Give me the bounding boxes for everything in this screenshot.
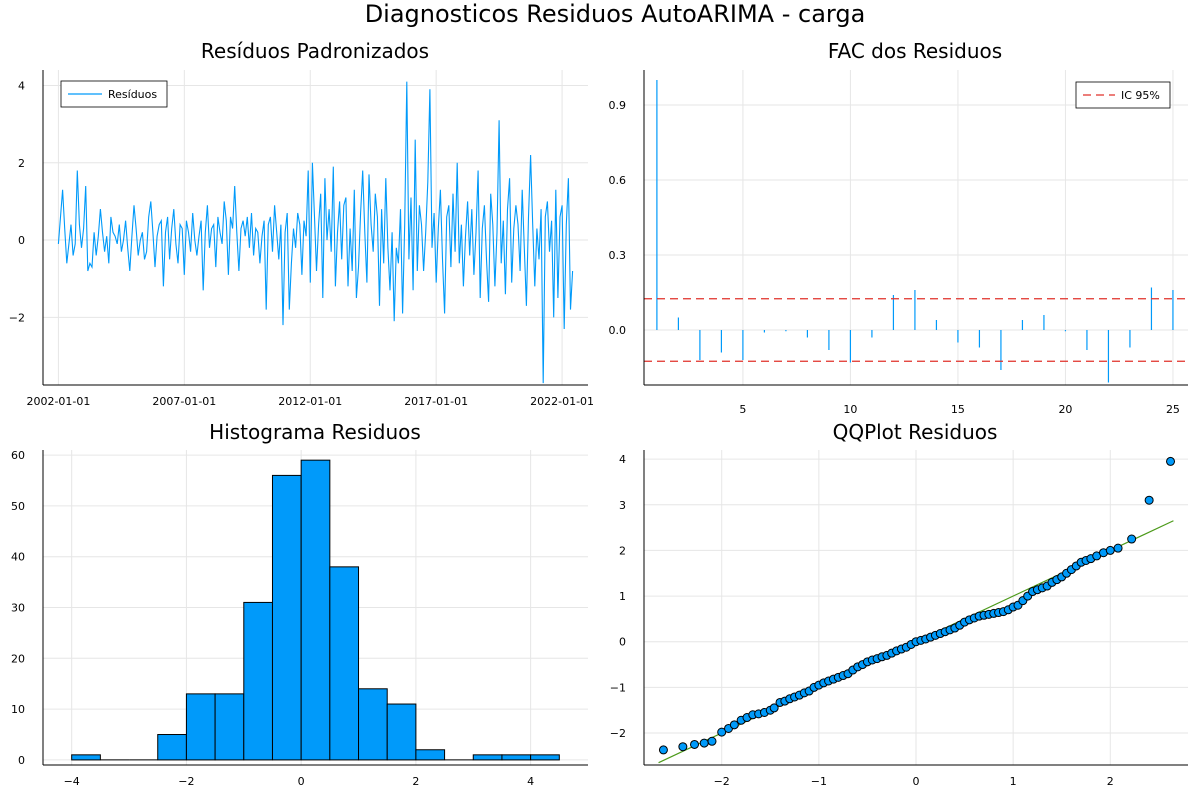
residuals-legend-label: Resíduos xyxy=(108,88,157,101)
acf-legend: IC 95% xyxy=(1075,81,1171,109)
histogram-y-tick-label: 60 xyxy=(11,449,25,462)
histogram-bar xyxy=(530,754,560,761)
histogram-y-tick-label: 40 xyxy=(11,551,25,564)
qqplot-panel: QQPlot Residuos −2 −1 0 1 2 −2 −1 0 1 2 3 4 xyxy=(610,420,1188,788)
qqplot-point xyxy=(1144,495,1154,505)
histogram-bar xyxy=(300,459,331,761)
histogram-bar xyxy=(71,754,101,761)
histogram-x-tick-label: −2 xyxy=(178,775,194,788)
histogram-x-tick-label: 4 xyxy=(527,775,534,788)
acf-x-tick-label: 25 xyxy=(1166,403,1180,416)
qqplot-point xyxy=(678,742,688,752)
acf-x-tick-label: 15 xyxy=(951,403,965,416)
histogram-bar xyxy=(243,601,273,761)
histogram-bar xyxy=(329,566,360,761)
qqplot-point xyxy=(690,739,700,749)
acf-title: FAC dos Residuos xyxy=(828,39,1002,63)
residuals-x-tick-label: 2007-01-01 xyxy=(152,395,216,408)
histogram-title: Histograma Residuos xyxy=(209,420,421,444)
histogram-bar xyxy=(472,754,503,761)
histogram-bar xyxy=(185,693,216,761)
residuals-x-tick-label: 2022-01-01 xyxy=(530,395,594,408)
qqplot-x-tick-label: 1 xyxy=(1010,775,1017,788)
histogram-x-tick-label: 2 xyxy=(412,775,419,788)
qqplot-title: QQPlot Residuos xyxy=(833,420,998,444)
qqplot-x-tick-label: −1 xyxy=(811,775,827,788)
acf-y-tick-label: 0.3 xyxy=(609,249,627,262)
qqplot-y-tick-label: 2 xyxy=(619,544,626,557)
acf-panel: FAC dos Residuos 5 10 15 20 25 0.0 0.3 0.6 0.9 I… xyxy=(609,39,1188,416)
residuals-x-tick-label: 2017-01-01 xyxy=(404,395,468,408)
qqplot-x-tick-label: 0 xyxy=(913,775,920,788)
qqplot-point xyxy=(769,703,779,713)
qqplot-point xyxy=(658,745,668,755)
qqplot-point xyxy=(699,738,709,748)
acf-x-tick-label: 20 xyxy=(1058,403,1072,416)
qqplot-x-tick-label: −2 xyxy=(714,775,730,788)
residuals-y-tick-label: 4 xyxy=(18,79,25,92)
qqplot-x-tick-label: 2 xyxy=(1107,775,1114,788)
histogram-bar xyxy=(415,749,446,761)
acf-legend-box xyxy=(1075,81,1171,109)
residuals-panel: Resíduos Padronizados 2002-01-01 2007-01-… xyxy=(9,39,594,408)
qqplot-point xyxy=(1105,545,1115,555)
histogram-bar xyxy=(157,734,187,761)
residuals-y-tick-label: 0 xyxy=(18,234,25,247)
qqplot-y-tick-label: −2 xyxy=(610,727,626,740)
histogram-bar xyxy=(501,754,532,761)
qqplot-y-tick-label: 0 xyxy=(619,636,626,649)
qqplot-y-tick-label: −1 xyxy=(610,681,626,694)
histogram-y-tick-label: 10 xyxy=(11,703,25,716)
qqplot-point xyxy=(1113,543,1123,553)
figure-title: Diagnosticos Residuos AutoARIMA - carga xyxy=(365,0,866,28)
histogram-y-tick-label: 20 xyxy=(11,652,25,665)
residuals-x-tick-label: 2002-01-01 xyxy=(26,395,90,408)
residuals-y-tick-label: −2 xyxy=(9,311,25,324)
qqplot-point xyxy=(717,727,727,737)
histogram-bar xyxy=(386,703,417,761)
residuals-line xyxy=(57,81,574,384)
qqplot-point xyxy=(729,720,739,730)
histogram-bar xyxy=(271,474,302,761)
qqplot-point xyxy=(707,736,717,746)
qqplot-y-tick-label: 1 xyxy=(619,590,626,603)
acf-legend-label: IC 95% xyxy=(1121,89,1160,102)
histogram-x-tick-label: −4 xyxy=(64,775,80,788)
residuals-legend: Resíduos xyxy=(60,80,168,108)
histogram-y-tick-label: 50 xyxy=(11,500,25,513)
residuals-x-tick-label: 2012-01-01 xyxy=(278,395,342,408)
histogram-bar xyxy=(214,693,245,761)
acf-y-tick-label: 0.0 xyxy=(609,324,627,337)
acf-x-tick-label: 5 xyxy=(739,403,746,416)
qqplot-point xyxy=(1166,456,1176,466)
acf-x-tick-label: 10 xyxy=(843,403,857,416)
qqplot-y-tick-label: 3 xyxy=(619,499,626,512)
residuals-y-tick-label: 2 xyxy=(18,157,25,170)
qqplot-y-tick-label: 4 xyxy=(619,453,626,466)
residuals-title: Resíduos Padronizados xyxy=(201,39,429,63)
histogram-x-tick-label: 0 xyxy=(298,775,305,788)
histogram-y-tick-label: 0 xyxy=(18,754,25,767)
qqplot-point xyxy=(1127,534,1137,544)
histogram-bar xyxy=(358,688,388,761)
histogram-y-tick-label: 30 xyxy=(11,602,25,615)
acf-y-tick-label: 0.6 xyxy=(609,174,627,187)
acf-y-tick-label: 0.9 xyxy=(609,99,627,112)
